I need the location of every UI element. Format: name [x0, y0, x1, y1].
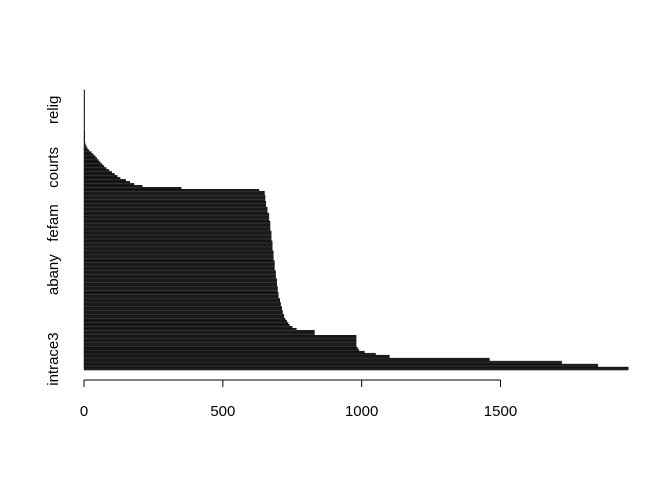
bar-segment [83, 366, 629, 371]
x-ticks-group: 0 500 1000 1500 [80, 380, 517, 420]
bar-segment [83, 212, 270, 222]
bar-segment [83, 328, 297, 331]
bar-segment [83, 206, 268, 214]
bar-segment [83, 322, 289, 325]
x-tick-label: 1000 [345, 403, 378, 420]
x-tick-label: 500 [210, 403, 235, 420]
bar-segment [83, 185, 143, 188]
bar-segment [83, 326, 293, 329]
bar-segment [83, 306, 282, 311]
bar-segment [83, 240, 273, 252]
bar-segment [83, 157, 97, 160]
y-tick-label: relig [45, 96, 62, 124]
bar-segment [83, 165, 105, 168]
bar-segment [83, 181, 131, 184]
bar-segment [83, 360, 562, 365]
bar-segment [83, 187, 182, 190]
bar-segment [83, 153, 94, 156]
bar-segment [83, 143, 86, 146]
bar-segment [83, 189, 260, 192]
bar-segment [83, 363, 598, 368]
bar-segment [83, 314, 285, 319]
bar-segment [83, 286, 278, 293]
bar-segment [83, 310, 283, 315]
bar-segment [83, 161, 101, 164]
bar-segment [83, 346, 358, 350]
x-tick-label: 0 [80, 403, 88, 420]
bar-segment [83, 177, 121, 180]
bar-segment [83, 149, 90, 152]
bar-segment [83, 354, 390, 359]
bar-segment [83, 201, 267, 208]
bar-segment [83, 195, 266, 202]
bar-segment [83, 171, 112, 174]
bar-segment [83, 250, 274, 261]
bar-segment [83, 179, 126, 182]
bar-segment [83, 155, 96, 158]
bar-segment [83, 324, 290, 327]
y-tick-label: abany [45, 254, 62, 295]
bar-segment [83, 260, 275, 271]
bar-segment [83, 318, 286, 321]
bar-segment [83, 357, 490, 362]
y-tick-label: intrace3 [45, 332, 62, 385]
bar-segment [83, 131, 86, 144]
bar-segment [83, 151, 92, 154]
bar-segment [83, 292, 279, 299]
bar-segment [83, 159, 99, 162]
bar-segment [83, 175, 118, 178]
bar-segment [83, 302, 281, 307]
bar-segment [83, 167, 107, 170]
bar-segment [83, 335, 357, 348]
bar-segment [83, 163, 103, 166]
bar-segment [83, 350, 365, 354]
bar-segment [83, 173, 115, 176]
bar-segment [83, 169, 110, 172]
bar-segment [83, 89, 85, 108]
y-tick-label: fefam [45, 204, 62, 242]
bar-segment [83, 230, 272, 242]
bar-segment [83, 298, 280, 303]
x-tick-label: 1500 [484, 403, 517, 420]
y-tick-label: courts [45, 147, 62, 188]
bar-segment [83, 320, 287, 323]
bar-segment [83, 191, 265, 196]
bars-group [83, 89, 629, 371]
bar-segment [83, 220, 271, 232]
bar-segment [83, 145, 87, 148]
y-labels-group: intrace3 abany fefam courts relig [45, 96, 62, 386]
bar-segment [83, 183, 135, 186]
bar-segment [83, 147, 88, 150]
